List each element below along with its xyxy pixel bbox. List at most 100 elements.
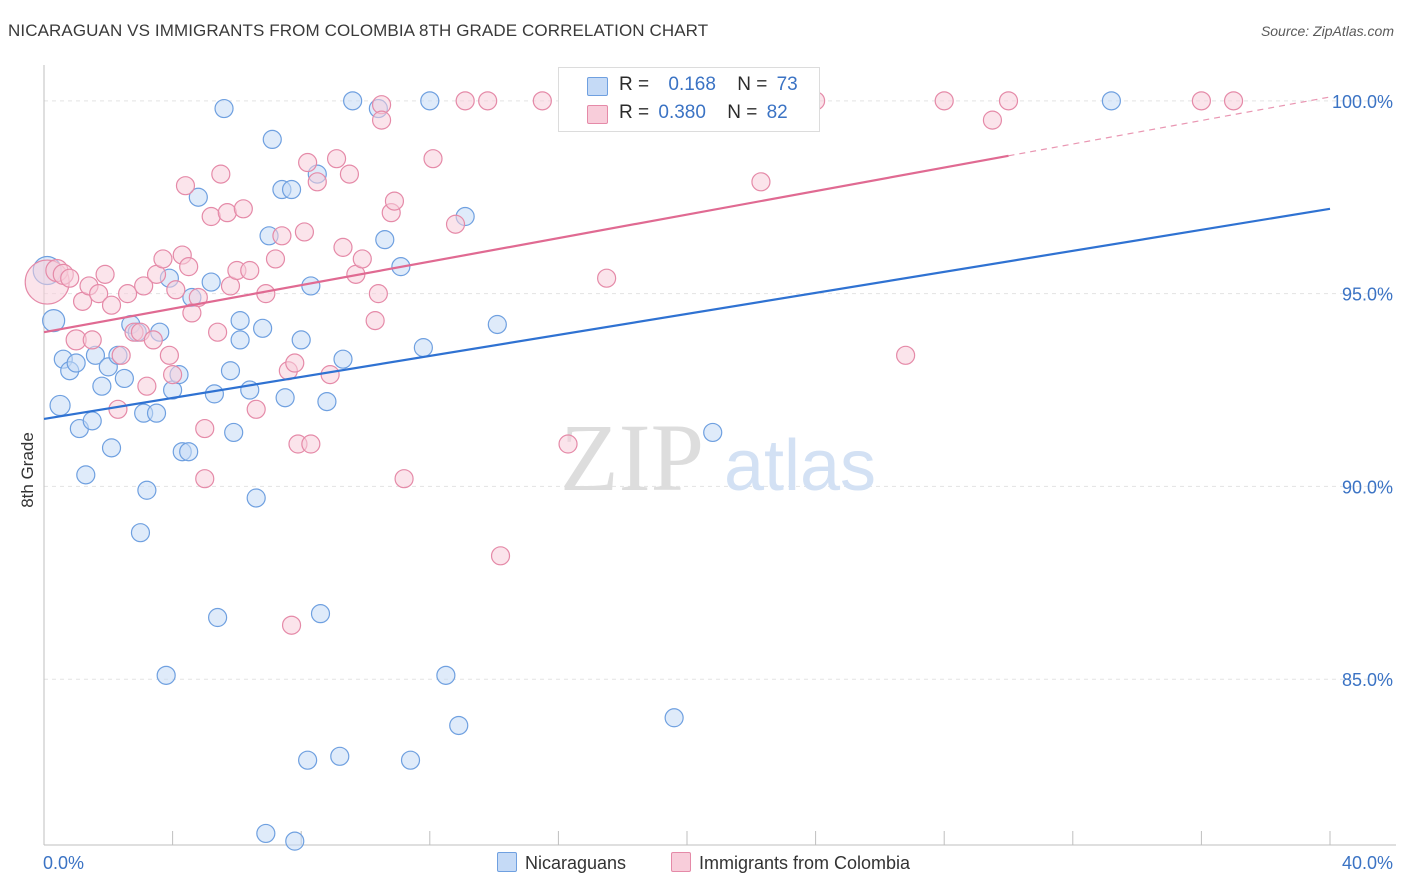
data-point xyxy=(368,284,388,304)
data-point xyxy=(998,91,1019,111)
series-legend: Nicaraguans Immigrants from Colombia xyxy=(0,852,1406,878)
data-point xyxy=(301,434,321,454)
data-point xyxy=(76,465,96,485)
data-point xyxy=(265,249,286,269)
source-label: Source: ZipAtlas.com xyxy=(1260,23,1394,39)
data-point xyxy=(307,172,327,192)
legend-swatch-nicaraguans xyxy=(497,852,517,872)
watermark-zip: ZIP xyxy=(560,404,704,511)
trend-line-colombia xyxy=(43,154,1009,334)
legend-item-nicaraguans[interactable]: Nicaraguans xyxy=(497,852,626,874)
trend-lines xyxy=(43,96,1331,421)
data-point xyxy=(934,91,954,111)
data-point xyxy=(233,199,253,219)
data-point xyxy=(532,91,552,111)
data-point xyxy=(281,615,302,635)
legend-swatch-pink xyxy=(587,105,608,124)
data-point xyxy=(301,276,321,296)
data-point xyxy=(896,345,916,365)
data-point xyxy=(146,403,167,423)
data-point xyxy=(343,91,363,111)
data-point xyxy=(224,422,244,443)
data-point xyxy=(490,546,511,566)
data-point xyxy=(449,715,469,736)
legend-r-value: 0.168 xyxy=(668,74,716,95)
y-tick-label: 90.0% xyxy=(1342,477,1393,497)
data-point xyxy=(156,665,176,685)
data-point xyxy=(664,708,684,728)
data-point xyxy=(101,295,122,315)
data-point xyxy=(1191,91,1212,111)
legend-label-colombia: Immigrants from Colombia xyxy=(699,853,911,873)
data-point xyxy=(208,322,228,342)
tick-labels: 100.0% 95.0% 90.0% 85.0% xyxy=(1332,92,1393,690)
data-point xyxy=(66,353,86,373)
data-point xyxy=(478,91,498,111)
legend-n-label: N = xyxy=(737,74,768,95)
data-point xyxy=(445,214,466,234)
data-point xyxy=(262,129,282,150)
data-point xyxy=(153,249,173,269)
data-point xyxy=(49,394,71,417)
data-point xyxy=(298,152,318,173)
trend-line-nicaraguans xyxy=(43,207,1331,421)
data-point xyxy=(423,149,443,169)
legend-r-value: 0.380 xyxy=(658,102,706,123)
data-point xyxy=(982,110,1003,130)
data-point xyxy=(246,488,266,508)
data-point xyxy=(326,149,347,169)
data-point xyxy=(285,353,305,373)
data-point xyxy=(201,272,221,292)
data-point xyxy=(92,376,112,396)
chart-title: NICARAGUAN VS IMMIGRANTS FROM COLOMBIA 8… xyxy=(8,21,709,40)
y-tick-label: 85.0% xyxy=(1342,670,1393,690)
axes xyxy=(43,65,1396,846)
legend-item-colombia[interactable]: Immigrants from Colombia xyxy=(671,852,910,874)
data-point xyxy=(455,91,475,111)
data-point xyxy=(487,314,507,335)
data-point xyxy=(82,330,102,350)
data-point xyxy=(108,399,128,419)
data-point xyxy=(214,98,234,119)
data-point xyxy=(400,750,421,770)
data-point xyxy=(163,365,183,385)
legend-swatch-blue xyxy=(587,77,608,96)
data-point xyxy=(597,268,617,288)
data-point xyxy=(352,249,372,269)
legend-swatch-colombia xyxy=(671,852,691,872)
x-tick-min: 0.0% xyxy=(43,853,84,873)
data-point xyxy=(204,384,224,404)
data-point xyxy=(230,311,250,331)
data-point xyxy=(330,746,350,766)
data-point xyxy=(394,469,414,489)
data-point xyxy=(230,330,250,350)
legend-label-nicaraguans: Nicaraguans xyxy=(525,853,627,873)
data-point xyxy=(195,469,215,489)
legend-n-label: N = xyxy=(727,102,758,123)
y-tick-label: 100.0% xyxy=(1332,92,1393,112)
data-point xyxy=(89,284,109,304)
y-tick-label: 95.0% xyxy=(1342,285,1393,305)
legend-r-label: R = xyxy=(619,102,650,123)
data-point xyxy=(558,434,578,454)
data-point xyxy=(281,179,302,200)
data-point xyxy=(317,391,337,412)
data-point xyxy=(703,422,723,443)
data-point xyxy=(188,187,208,207)
data-point xyxy=(159,345,179,365)
stats-legend: R = 0.168 N = 73 R = 0.380 N = 82 xyxy=(558,67,820,132)
data-point xyxy=(436,665,456,685)
data-point xyxy=(117,284,138,304)
legend-r-label: R = xyxy=(619,74,650,95)
data-point xyxy=(175,176,196,196)
data-point xyxy=(179,257,199,277)
data-point xyxy=(291,330,311,350)
data-point xyxy=(101,438,122,458)
data-point xyxy=(220,361,241,381)
data-point xyxy=(111,345,131,365)
data-point xyxy=(137,480,157,500)
data-point xyxy=(195,418,215,439)
watermark-atlas: atlas xyxy=(724,426,876,506)
data-point xyxy=(751,172,771,192)
